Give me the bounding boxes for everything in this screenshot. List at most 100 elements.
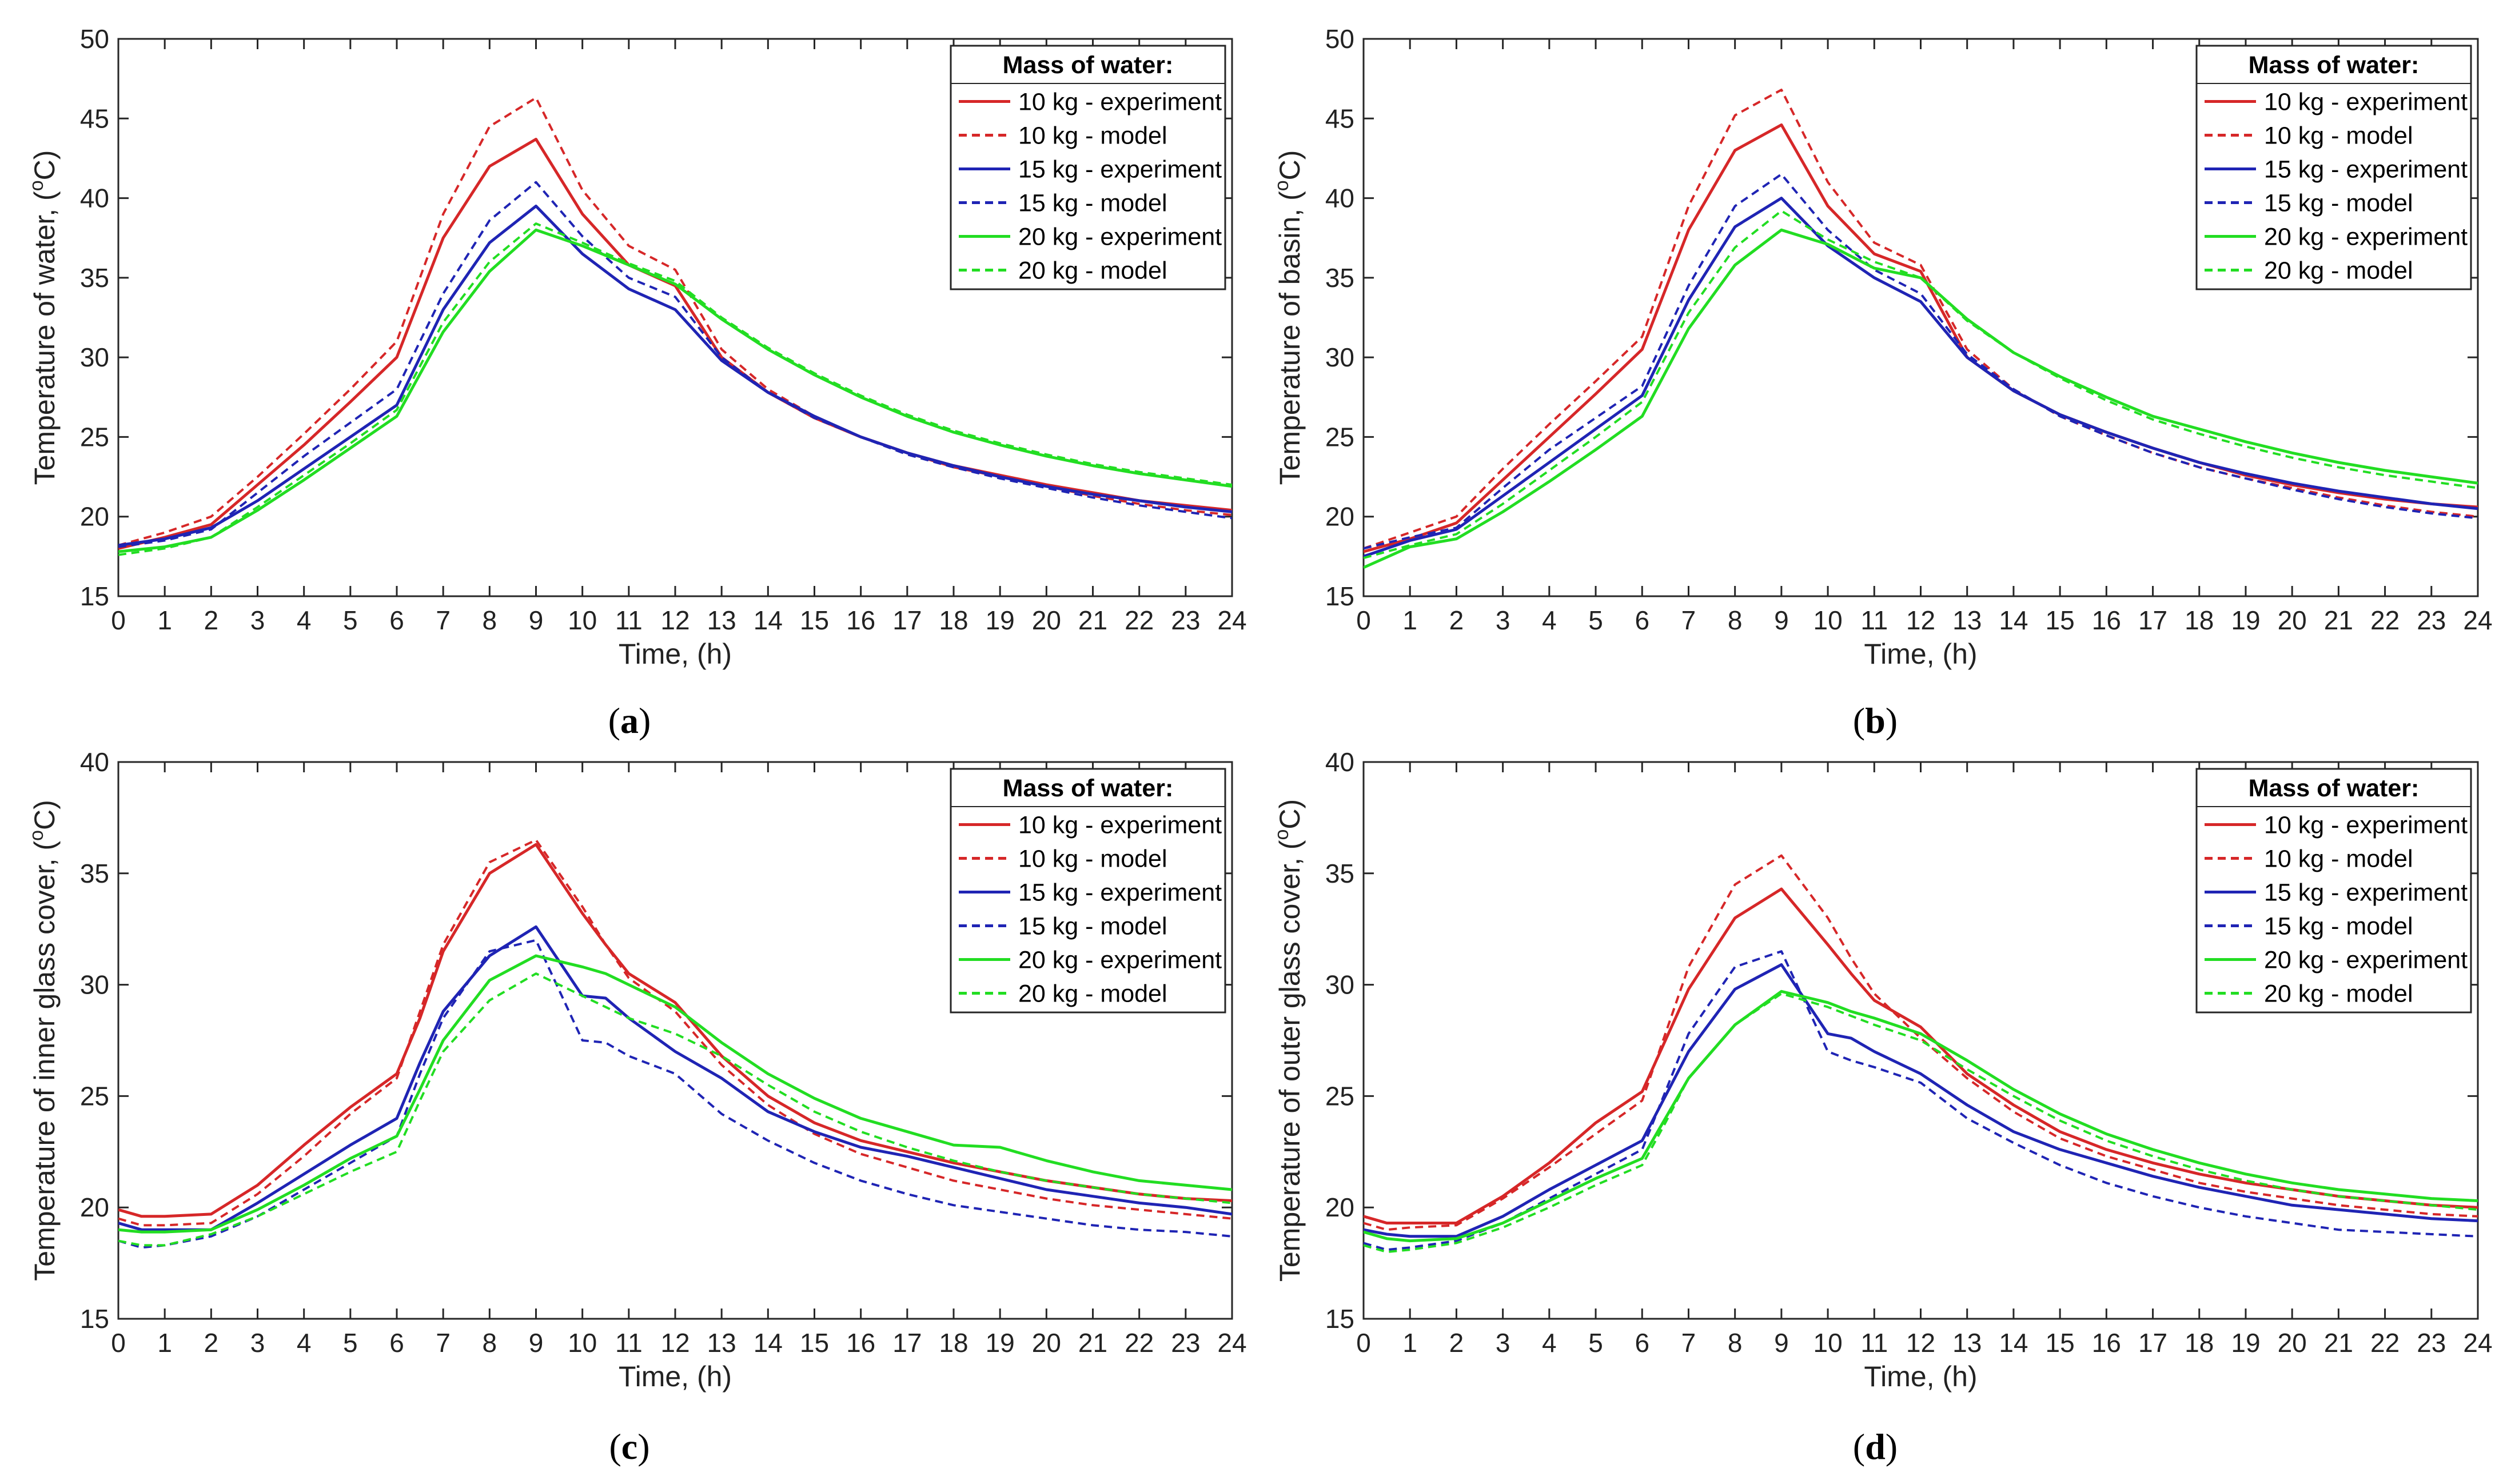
x-tick-label: 19: [2231, 605, 2260, 635]
x-tick-label: 18: [2185, 1328, 2214, 1358]
x-tick-label: 9: [1774, 605, 1789, 635]
legend-entry: 15 kg - experiment: [1018, 879, 1222, 907]
x-tick-label: 2: [204, 605, 219, 635]
legend-entry: 20 kg - model: [2264, 980, 2413, 1008]
y-axis-label: Temperature of basin, (oC): [1271, 150, 1306, 485]
x-tick-label: 0: [111, 1328, 126, 1358]
x-tick-label: 10: [568, 605, 597, 635]
y-axis-label-main: Temperature of inner glass cover, (: [29, 841, 61, 1281]
y-axis-label-group: Temperature of basin, (oC): [1271, 150, 1306, 485]
x-tick-label: 4: [297, 605, 312, 635]
x-tick-label: 16: [846, 605, 875, 635]
legend-entry: 15 kg - model: [1018, 913, 1167, 940]
legend-entry: 10 kg - experiment: [1018, 89, 1222, 116]
legend-entry: 20 kg - experiment: [2264, 947, 2468, 974]
legend-entry: 10 kg - experiment: [2264, 812, 2468, 839]
series-line-green-model: [1364, 992, 2478, 1254]
x-tick-label: 2: [1449, 1328, 1464, 1358]
y-axis-label-unit: C): [1274, 150, 1306, 181]
series-line-green-experiment: [1364, 990, 2478, 1243]
x-tick-label: 3: [1496, 1328, 1510, 1358]
x-tick-label: 20: [1032, 605, 1061, 635]
legend-entry: 15 kg - model: [2264, 190, 2413, 217]
x-axis-label: Time, (h): [619, 638, 732, 670]
x-tick-label: 3: [250, 1328, 265, 1358]
y-axis-label-unit: C): [1274, 799, 1306, 829]
series-group: [1364, 854, 2478, 1254]
y-tick-label: 35: [80, 263, 109, 293]
x-tick-label: 1: [1402, 1328, 1417, 1358]
caption-open: (: [608, 700, 620, 741]
series-group: [118, 839, 1232, 1249]
x-tick-label: 18: [939, 1328, 968, 1358]
x-tick-label: 17: [892, 605, 922, 635]
caption-letter: d: [1865, 1426, 1886, 1467]
x-tick-label: 1: [157, 605, 172, 635]
x-axis-label: Time, (h): [1864, 1361, 1977, 1393]
y-tick-label: 20: [1325, 502, 1354, 532]
x-tick-label: 10: [1813, 605, 1842, 635]
x-tick-label: 2: [1449, 605, 1464, 635]
caption-letter: b: [1865, 700, 1886, 741]
legend-entry: 10 kg - model: [2264, 122, 2413, 150]
series-line-red-model: [1364, 89, 2478, 550]
x-tick-label: 11: [1860, 1328, 1888, 1358]
x-tick-label: 16: [2092, 1328, 2121, 1358]
panel-caption: (b): [1853, 700, 1898, 741]
legend-entry: 15 kg - experiment: [2264, 156, 2468, 183]
legend-entry: 20 kg - experiment: [2264, 224, 2468, 251]
x-tick-label: 6: [1635, 605, 1649, 635]
x-tick-label: 15: [800, 1328, 829, 1358]
x-tick-label: 7: [436, 605, 451, 635]
caption-letter: a: [620, 700, 639, 741]
x-tick-label: 13: [1952, 1328, 1982, 1358]
x-tick-label: 22: [1125, 605, 1154, 635]
y-tick-label: 40: [80, 183, 109, 213]
legend-title: Mass of water:: [2249, 51, 2420, 79]
legend-title: Mass of water:: [2249, 775, 2420, 802]
x-tick-label: 6: [389, 605, 404, 635]
legend-entry: 15 kg - experiment: [1018, 156, 1222, 183]
x-tick-label: 16: [2092, 605, 2121, 635]
series-line-green-model: [118, 222, 1232, 556]
series-line-red-model: [118, 839, 1232, 1227]
y-axis-label-group: Temperature of water, (oC): [26, 150, 61, 485]
x-tick-label: 12: [660, 605, 689, 635]
y-tick-label: 30: [1325, 342, 1354, 372]
y-tick-label: 15: [80, 1304, 109, 1334]
caption-close: ): [639, 700, 651, 741]
y-axis-label-sup: o: [26, 180, 47, 191]
x-tick-label: 3: [250, 605, 265, 635]
x-tick-label: 0: [1356, 1328, 1371, 1358]
legend-entry: 10 kg - model: [1018, 845, 1167, 873]
panel-caption: (d): [1853, 1426, 1898, 1467]
series-line-green-model: [118, 972, 1232, 1247]
y-axis-label-sup: o: [1271, 180, 1293, 191]
y-tick-label: 45: [80, 103, 109, 133]
x-tick-label: 9: [529, 1328, 544, 1358]
x-tick-label: 17: [2138, 1328, 2167, 1358]
x-tick-label: 12: [660, 1328, 689, 1358]
x-tick-label: 13: [707, 605, 736, 635]
series-group: [118, 97, 1232, 556]
legend-entry: 20 kg - model: [2264, 257, 2413, 285]
x-tick-label: 19: [986, 605, 1015, 635]
x-tick-label: 12: [1906, 1328, 1935, 1358]
y-axis-label-group: Temperature of inner glass cover, (oC): [26, 800, 61, 1281]
x-tick-label: 15: [2046, 1328, 2075, 1358]
caption-open: (: [609, 1426, 621, 1467]
series-line-blue-model: [118, 939, 1232, 1249]
x-tick-label: 9: [529, 605, 544, 635]
y-tick-label: 30: [1325, 970, 1354, 1000]
y-tick-label: 20: [80, 502, 109, 532]
chart-panel-a: 0 1 2 3 4 5 6 7 8 9 10 11 12 13 14 15 16 17 18 19 20 21 22 23 24…: [26, 24, 1247, 741]
y-tick-label: 25: [1325, 1081, 1354, 1111]
x-tick-label: 11: [615, 1328, 643, 1358]
y-tick-label: 40: [80, 747, 109, 777]
y-tick-label: 25: [1325, 422, 1354, 452]
x-tick-label: 8: [1728, 605, 1743, 635]
caption-open: (: [1853, 1426, 1865, 1467]
y-tick-label: 25: [80, 422, 109, 452]
y-tick-label: 40: [1325, 183, 1354, 213]
